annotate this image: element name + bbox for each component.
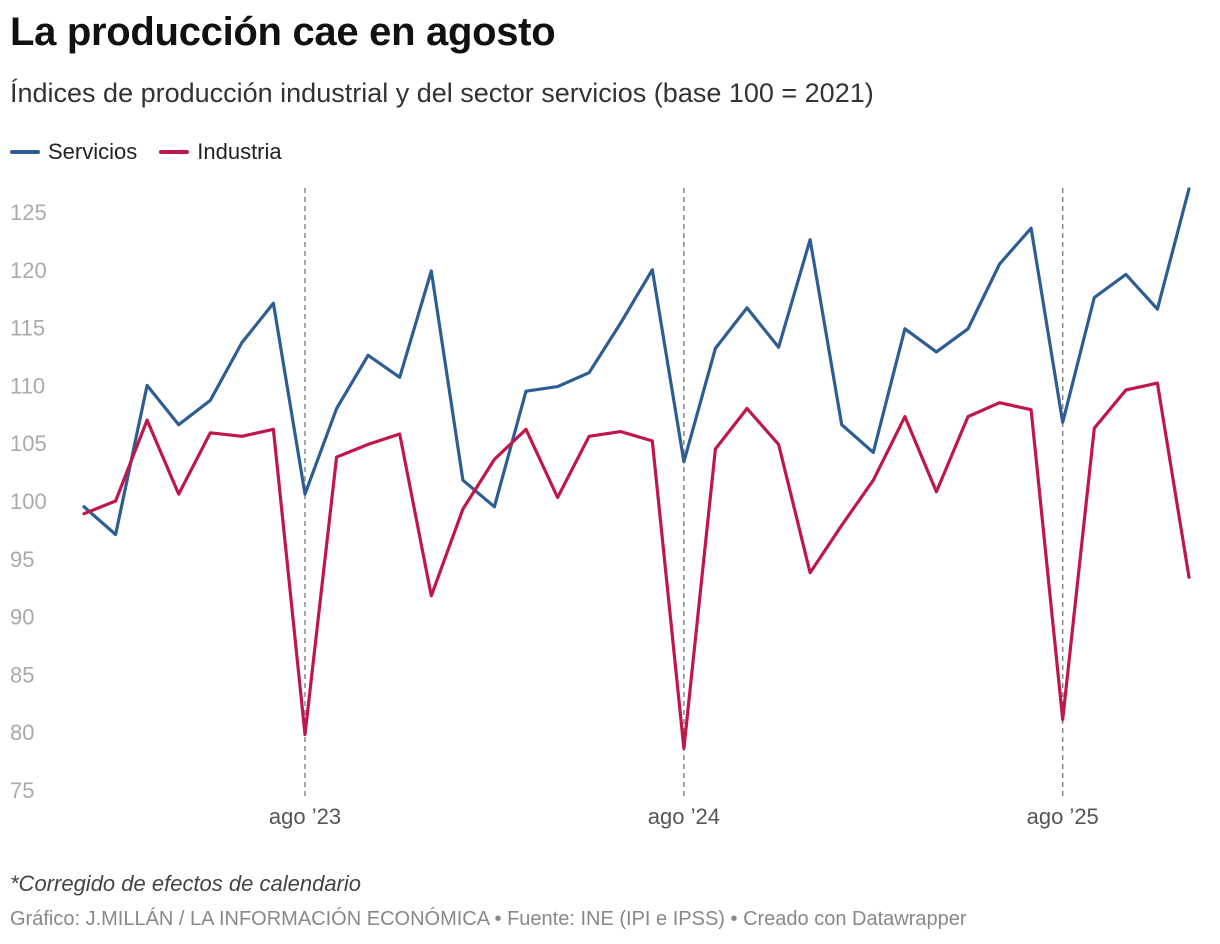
y-tick-label-100: 100 <box>10 489 47 514</box>
y-tick-label-125: 125 <box>10 200 47 225</box>
y-tick-label-75: 75 <box>10 778 34 803</box>
legend-swatch-industria <box>159 150 190 154</box>
legend-label-industria: Industria <box>197 139 282 164</box>
chart-legend: Servicios Industria <box>10 139 282 165</box>
chart-title: La producción cae en agosto <box>10 10 556 54</box>
y-tick-label-95: 95 <box>10 547 34 572</box>
legend-item-servicios: Servicios <box>10 139 137 165</box>
y-tick-label-85: 85 <box>10 662 34 687</box>
line-chart: 75 80 85 90 95 100 105 110 115 120 125 ago ’23 ago ’… <box>10 187 1191 829</box>
y-tick-label-110: 110 <box>10 373 45 398</box>
source-credit: Gráfico: J.MILLÁN / LA INFORMACIÓN ECONÓ… <box>10 908 967 930</box>
series-line-industria <box>82 381 1191 750</box>
x-tick-label-0: ago ’23 <box>269 804 341 829</box>
y-tick-label-105: 105 <box>10 431 47 456</box>
y-tick-label-80: 80 <box>10 720 34 745</box>
y-tick-label-120: 120 <box>10 258 47 283</box>
legend-label-servicios: Servicios <box>48 139 138 164</box>
series-line-servicios <box>82 187 1191 537</box>
legend-item-industria: Industria <box>159 139 282 165</box>
chart-subtitle: Índices de producción industrial y del s… <box>10 78 874 108</box>
y-tick-label-90: 90 <box>10 605 34 630</box>
x-tick-label-1: ago ’24 <box>648 804 720 829</box>
x-tick-label-2: ago ’25 <box>1027 804 1099 829</box>
legend-swatch-servicios <box>10 150 40 154</box>
footnote: *Corregido de efectos de calendario <box>10 871 362 896</box>
y-tick-label-115: 115 <box>10 316 45 341</box>
